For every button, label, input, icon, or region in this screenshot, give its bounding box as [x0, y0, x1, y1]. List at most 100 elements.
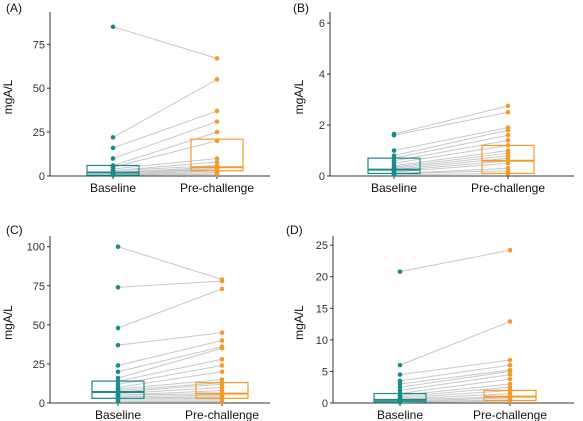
- point-baseline: [110, 172, 116, 178]
- pair-line: [112, 79, 218, 138]
- point-pre-challenge: [507, 388, 513, 393]
- y-tick-label: 25: [316, 240, 328, 252]
- panel-a: (A) mgA/L 0 25 50 75 Baseline Pre-challenge: [1, 1, 270, 195]
- pair-line: [393, 127, 509, 152]
- pair-line: [399, 389, 511, 399]
- pair-line: [399, 321, 511, 366]
- y-axis-title: mgA/L: [292, 79, 306, 114]
- pair-line: [112, 140, 218, 168]
- point-pre-challenge: [214, 77, 220, 82]
- point-pre-challenge: [219, 338, 225, 343]
- y-tick-label: 2: [319, 120, 325, 132]
- point-pre-challenge: [505, 109, 511, 115]
- x-tick-label: Baseline: [377, 408, 423, 421]
- pair-line: [393, 162, 509, 173]
- pair-line: [112, 110, 218, 149]
- point-pre-challenge: [214, 119, 220, 124]
- pair-line: [117, 288, 223, 329]
- pair-line: [399, 374, 511, 391]
- pair-line: [393, 155, 509, 169]
- pair-line: [117, 280, 223, 288]
- point-baseline: [391, 132, 397, 138]
- y-tick-label: 0: [322, 398, 328, 410]
- pair-line: [112, 157, 218, 170]
- point-baseline: [110, 135, 116, 140]
- pair-line: [393, 111, 509, 136]
- point-baseline: [115, 342, 121, 348]
- pair-line: [393, 144, 509, 164]
- x-tick-label: Pre-challenge: [473, 408, 547, 421]
- point-baseline: [397, 269, 403, 274]
- pair-line: [112, 131, 218, 166]
- point-pre-challenge: [214, 56, 220, 61]
- pair-line: [393, 152, 509, 168]
- point-pre-challenge: [505, 132, 511, 138]
- y-tick-label: 25: [33, 359, 45, 371]
- point-pre-challenge: [219, 363, 225, 368]
- point-baseline: [397, 400, 403, 405]
- point-pre-challenge: [219, 399, 225, 404]
- pair-line: [117, 358, 223, 382]
- point-pre-challenge: [507, 376, 513, 382]
- point-pre-challenge: [507, 391, 513, 396]
- point-pre-challenge: [214, 171, 220, 177]
- pair-line: [112, 26, 218, 59]
- y-tick-label: 50: [33, 83, 45, 95]
- pair-line: [117, 389, 223, 396]
- point-baseline: [115, 285, 121, 290]
- point-baseline: [115, 369, 121, 375]
- pair-line: [117, 394, 223, 398]
- panel-c: (C) mgA/L 0 25 50 75 100 Baseline Pre-challenge: [1, 223, 270, 421]
- point-pre-challenge: [219, 345, 225, 351]
- y-tick-label: 15: [316, 303, 328, 315]
- x-tick-label: Pre-challenge: [471, 181, 545, 195]
- point-pre-challenge: [507, 372, 513, 377]
- point-pre-challenge: [505, 171, 511, 176]
- point-pre-challenge: [507, 357, 513, 363]
- point-pre-challenge: [214, 138, 220, 144]
- point-pre-challenge: [505, 103, 511, 109]
- panel-tag: (D): [286, 223, 303, 237]
- point-baseline: [397, 362, 403, 368]
- y-tick-label: 0: [319, 171, 325, 183]
- pair-line: [399, 249, 511, 273]
- point-pre-challenge: [507, 319, 513, 324]
- y-tick-label: 75: [33, 39, 45, 51]
- y-tick-label: 75: [33, 281, 45, 293]
- y-tick-label: 0: [39, 398, 45, 410]
- point-baseline: [397, 381, 403, 387]
- point-baseline: [115, 325, 121, 331]
- point-pre-challenge: [219, 330, 225, 335]
- pair-line: [399, 378, 511, 395]
- pair-line: [393, 105, 509, 135]
- pair-line: [393, 150, 509, 167]
- pair-line: [399, 393, 511, 400]
- point-pre-challenge: [505, 160, 511, 166]
- point-pre-challenge: [219, 369, 225, 375]
- pair-line: [393, 139, 509, 162]
- pair-line: [393, 134, 509, 159]
- y-tick-label: 4: [319, 69, 325, 81]
- pair-line: [399, 370, 511, 388]
- pair-line: [117, 332, 223, 346]
- point-pre-challenge: [214, 159, 220, 165]
- point-baseline: [115, 399, 121, 404]
- y-tick-label: 50: [33, 320, 45, 332]
- y-tick-label: 0: [39, 171, 45, 183]
- point-pre-challenge: [507, 362, 513, 368]
- point-pre-challenge: [507, 381, 513, 387]
- x-tick-label: Pre-challenge: [180, 181, 254, 195]
- point-pre-challenge: [507, 384, 513, 390]
- pair-line: [117, 347, 223, 379]
- x-tick-label: Baseline: [95, 408, 141, 421]
- pair-line: [399, 364, 511, 382]
- y-axis-title: mgA/L: [292, 305, 306, 340]
- y-tick-label: 10: [316, 335, 328, 347]
- pair-line: [117, 339, 223, 366]
- point-pre-challenge: [507, 369, 513, 374]
- pair-line: [117, 382, 223, 391]
- pair-line: [399, 386, 511, 398]
- point-baseline: [397, 372, 403, 377]
- point-pre-challenge: [505, 138, 511, 143]
